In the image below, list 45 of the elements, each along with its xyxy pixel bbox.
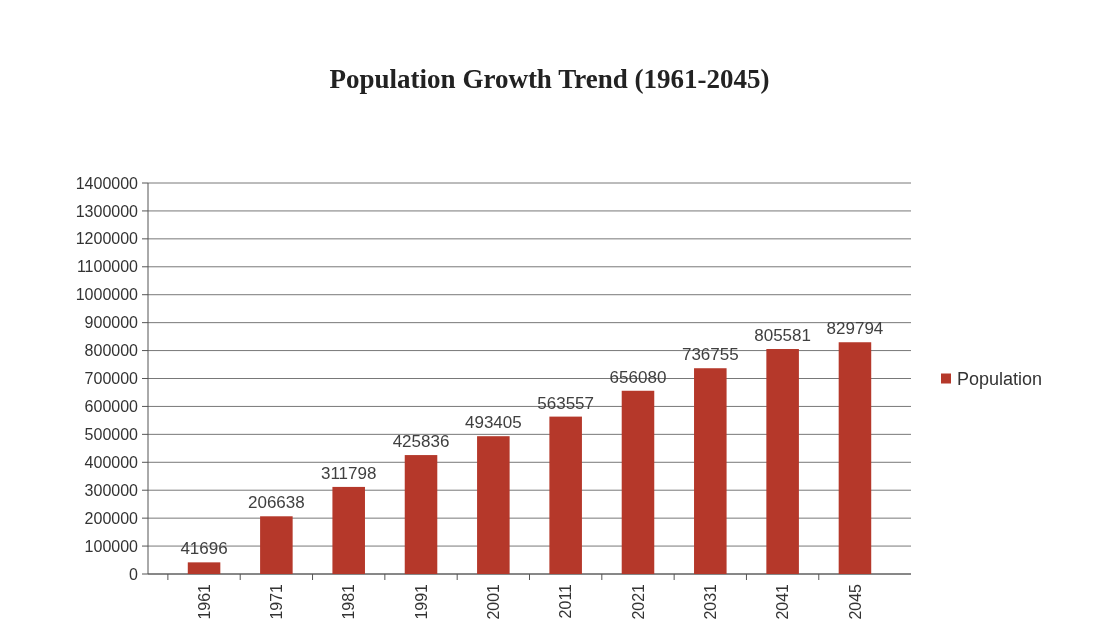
data-label: 805581 xyxy=(754,326,811,346)
x-tick-label: 1971 xyxy=(267,583,285,620)
x-tick-label: 1981 xyxy=(340,583,358,620)
y-tick-label: 700000 xyxy=(84,370,139,388)
legend-label: Population xyxy=(957,368,1043,389)
y-tick-label: 500000 xyxy=(84,425,139,443)
y-tick-label: 900000 xyxy=(84,314,139,332)
bar xyxy=(187,562,221,574)
y-tick-label: 800000 xyxy=(84,342,139,360)
x-tick-label: 2031 xyxy=(701,583,719,620)
y-tick-label: 1000000 xyxy=(75,286,139,304)
y-tick-label: 600000 xyxy=(84,398,139,416)
bar xyxy=(621,390,655,574)
bar xyxy=(477,436,510,574)
y-tick-label: 1200000 xyxy=(75,230,139,248)
y-tick-label: 0 xyxy=(129,565,139,583)
bar xyxy=(332,486,365,574)
y-tick-label: 1100000 xyxy=(76,258,139,276)
bar xyxy=(694,368,727,574)
x-tick-label: 2021 xyxy=(629,583,647,620)
data-label: 41696 xyxy=(180,539,228,559)
data-label: 206638 xyxy=(248,493,305,513)
y-tick-label: 200000 xyxy=(84,509,139,527)
bar xyxy=(766,349,799,574)
y-tick-label: 300000 xyxy=(84,481,139,499)
x-tick-label: 1961 xyxy=(195,583,213,620)
x-tick-label: 2041 xyxy=(774,583,792,620)
chart-title: Population Growth Trend (1961-2045) xyxy=(329,64,770,94)
data-label: 311798 xyxy=(320,463,377,483)
bar xyxy=(260,516,293,574)
x-tick-label: 2045 xyxy=(846,583,864,620)
bar xyxy=(549,416,582,574)
data-label: 736755 xyxy=(681,345,739,365)
bar xyxy=(404,455,438,574)
y-tick-label: 1300000 xyxy=(75,202,139,220)
data-label: 493405 xyxy=(464,413,522,433)
data-label: 829794 xyxy=(826,319,884,339)
data-label: 425836 xyxy=(392,432,450,452)
y-tick-label: 400000 xyxy=(84,453,139,471)
y-tick-label: 100000 xyxy=(84,537,139,555)
x-tick-label: 2001 xyxy=(484,583,502,620)
bar xyxy=(838,342,872,574)
x-tick-label: 2011 xyxy=(557,583,575,619)
y-tick-label: 1400000 xyxy=(75,174,139,192)
x-tick-label: 1991 xyxy=(412,583,430,620)
